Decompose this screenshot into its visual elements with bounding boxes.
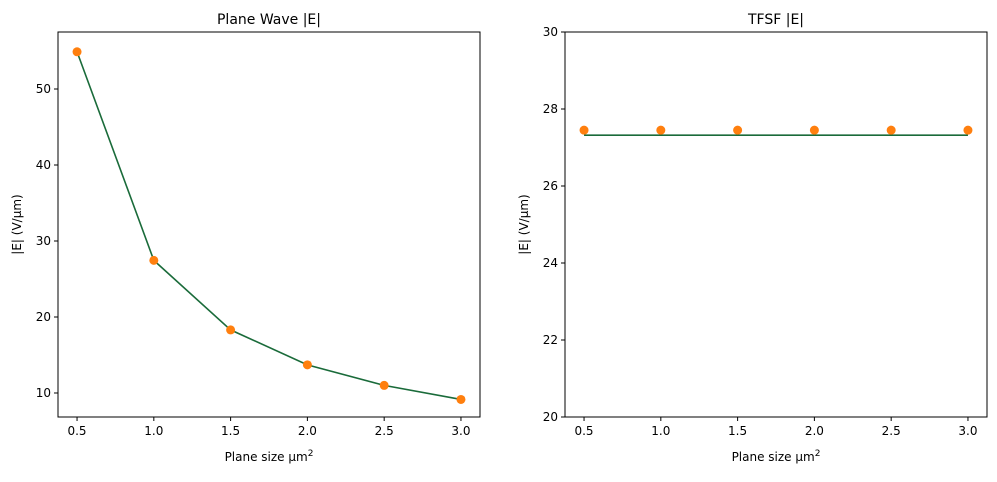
data-point [379,380,389,390]
data-point [72,47,82,57]
data-point [733,125,743,135]
y-tick-label: 50 [36,82,51,96]
x-tick-label: 2.5 [375,424,394,438]
chart-title: Plane Wave |E| [217,12,321,28]
y-tick-label: 20 [36,310,51,324]
data-point [302,360,312,370]
chart-2: 0.5 1.0 1.5 2.0 2.5 3.0 20 22 24 26 28 30 TFSF |E| Pl… [517,12,988,464]
chart-1: 0.5 1.0 1.5 2.0 2.5 3.0 10 20 30 40 50 Plane Wave |… [10,12,481,464]
x-tick-label: 1.5 [221,424,240,438]
y-tick-label: 30 [36,234,51,248]
x-tick-label: 2.5 [882,424,901,438]
x-tick-label: 3.0 [451,424,470,438]
data-point [963,125,973,135]
data-point [456,394,466,404]
axes-frame [564,31,988,418]
x-tick-label: 2.0 [805,424,824,438]
y-tick-label: 20 [543,410,558,424]
x-axis-label: Plane size µm2 [732,449,821,464]
y-tick-label: 26 [543,179,558,193]
x-tick-label: 1.5 [728,424,747,438]
y-tick-label: 24 [543,256,558,270]
data-point [809,125,819,135]
x-tick-label: 1.0 [651,424,670,438]
chart-title: TFSF |E| [747,12,804,28]
y-tick-label: 30 [543,25,558,39]
axes-frame [57,31,481,418]
data-point [656,125,666,135]
y-tick-label: 10 [36,386,51,400]
data-point [579,125,589,135]
data-point [149,255,159,265]
x-tick-label: 1.0 [144,424,163,438]
x-axis-label-superscript: 2 [308,449,314,459]
x-axis-label-superscript: 2 [815,449,821,459]
x-tick-label: 2.0 [298,424,317,438]
x-tick-label: 3.0 [958,424,977,438]
y-axis-label: |E| (V/µm) [517,194,531,254]
x-tick-label: 0.5 [67,424,86,438]
series-line [76,51,462,401]
data-point [226,325,236,335]
y-tick-label: 28 [543,102,558,116]
x-axis-label: Plane size µm2 [225,449,314,464]
y-tick-label: 40 [36,158,51,172]
data-point [886,125,896,135]
y-tick-label: 22 [543,333,558,347]
y-axis-label: |E| (V/µm) [10,194,24,254]
x-tick-label: 0.5 [574,424,593,438]
